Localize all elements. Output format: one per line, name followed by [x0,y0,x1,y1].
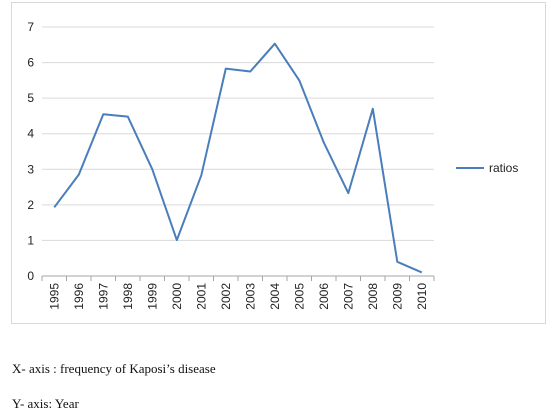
y-tick-label: 0 [27,269,34,283]
y-tick-label: 6 [27,56,34,70]
x-tick-label: 2005 [292,283,306,310]
x-tick-label: 2009 [390,283,404,310]
chart-area: 0 1 2 3 4 5 6 7 1995 1996 1997 1998 1999 2000 2001 2002… [11,2,546,324]
x-tick-label: 2003 [243,283,257,310]
y-tick-label: 4 [27,127,34,141]
line-chart: 0 1 2 3 4 5 6 7 1995 1996 1997 1998 1999 2000 2001 2002… [27,20,518,310]
x-tick-label: 1999 [145,283,159,310]
x-tick-label: 2010 [415,283,429,310]
series-line-ratios [53,42,423,274]
y-tick-label: 2 [27,198,34,212]
x-tick-label: 2000 [170,283,184,310]
x-tick-label: 1995 [47,283,61,310]
y-tick-label: 1 [27,233,34,247]
y-tick-label: 7 [27,20,34,34]
y-tick-label: 5 [27,91,34,105]
legend-label: ratios [489,161,518,175]
x-tick-label: 1996 [72,283,86,310]
x-tick-label: 1997 [96,283,110,310]
x-tick-label: 2001 [194,283,208,310]
x-tick-label: 2004 [268,283,282,310]
x-axis-caption: X- axis : frequency of Kaposi’s disease [12,361,216,376]
x-tick-label: 2008 [366,283,380,310]
y-axis-caption: Y- axis: Year [12,396,79,411]
x-tick-label: 2006 [317,283,331,310]
x-tick-label: 1998 [121,283,135,310]
x-tick-label: 2007 [341,283,355,310]
y-tick-label: 3 [27,162,34,176]
x-tick-label: 2002 [219,283,233,310]
